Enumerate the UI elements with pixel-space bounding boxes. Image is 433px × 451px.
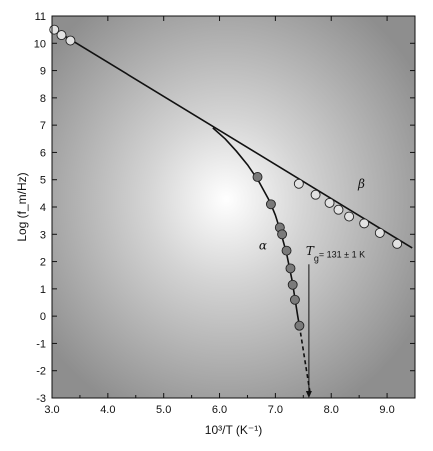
y-tick-label: 3: [40, 229, 46, 241]
y-tick-label: 2: [40, 257, 46, 269]
y-tick-label: 8: [40, 93, 46, 105]
x-tick-label: 3.0: [44, 404, 59, 416]
y-tick-label: -3: [36, 393, 46, 405]
y-tick-label: -2: [36, 366, 46, 378]
x-axis-title: 10³/T (K⁻¹): [205, 423, 262, 437]
annotations: α β Tg = 131 ± 1 K: [259, 177, 365, 398]
y-tick-label: 9: [40, 66, 46, 78]
point-beta: [324, 197, 335, 208]
y-tick-label: 5: [40, 175, 46, 187]
point-alpha: [287, 279, 298, 290]
alpha-label: α: [259, 238, 267, 252]
point-beta: [65, 35, 76, 46]
x-tick-label: 5.0: [156, 404, 171, 416]
y-tick-label: -1: [36, 338, 46, 350]
y-tick-label: 0: [40, 311, 46, 323]
point-alpha: [294, 320, 305, 331]
y-tick-label: 1: [40, 284, 46, 296]
plot-background: [52, 16, 415, 398]
y-tick-label: 7: [40, 120, 46, 132]
y-axis-title: Log (f_m/Hz): [15, 172, 29, 241]
tg-label: T: [306, 244, 315, 258]
x-tick-label: 7.0: [268, 404, 283, 416]
tg-value: = 131 ± 1 K: [319, 249, 365, 259]
point-beta: [293, 178, 304, 189]
x-tick-label: 9.0: [379, 404, 394, 416]
tg-subscript: g: [314, 254, 319, 264]
point-beta: [374, 227, 385, 238]
point-alpha: [281, 245, 292, 256]
point-alpha: [277, 229, 288, 240]
fit-curve-α-extrapolation: [298, 325, 311, 393]
y-tick-label: 6: [40, 147, 46, 159]
tg-arrow-head: [305, 391, 312, 398]
point-alpha: [265, 199, 276, 210]
beta-label: β: [357, 177, 365, 191]
point-beta: [359, 218, 370, 229]
point-beta: [344, 211, 355, 222]
y-tick-label: 10: [34, 38, 46, 50]
point-alpha: [285, 263, 296, 274]
point-beta: [310, 189, 321, 200]
point-beta: [392, 238, 403, 249]
point-alpha: [252, 172, 263, 182]
point-beta: [56, 30, 67, 41]
point-alpha: [289, 294, 300, 305]
fit-curve-β-fit: [51, 27, 413, 249]
y-tick-label: 11: [35, 11, 46, 23]
point-beta: [333, 204, 344, 215]
axes: 3.0 4.0 5.0 6.0 7.0 8.0 9.0 -3 -2 -1 0 1 2 3 4 5 6 7 8 9 10 1…: [15, 11, 415, 437]
y-tick-label: 4: [40, 202, 46, 214]
x-tick-label: 8.0: [324, 404, 339, 416]
x-tick-label: 6.0: [212, 404, 227, 416]
x-tick-label: 4.0: [100, 404, 115, 416]
